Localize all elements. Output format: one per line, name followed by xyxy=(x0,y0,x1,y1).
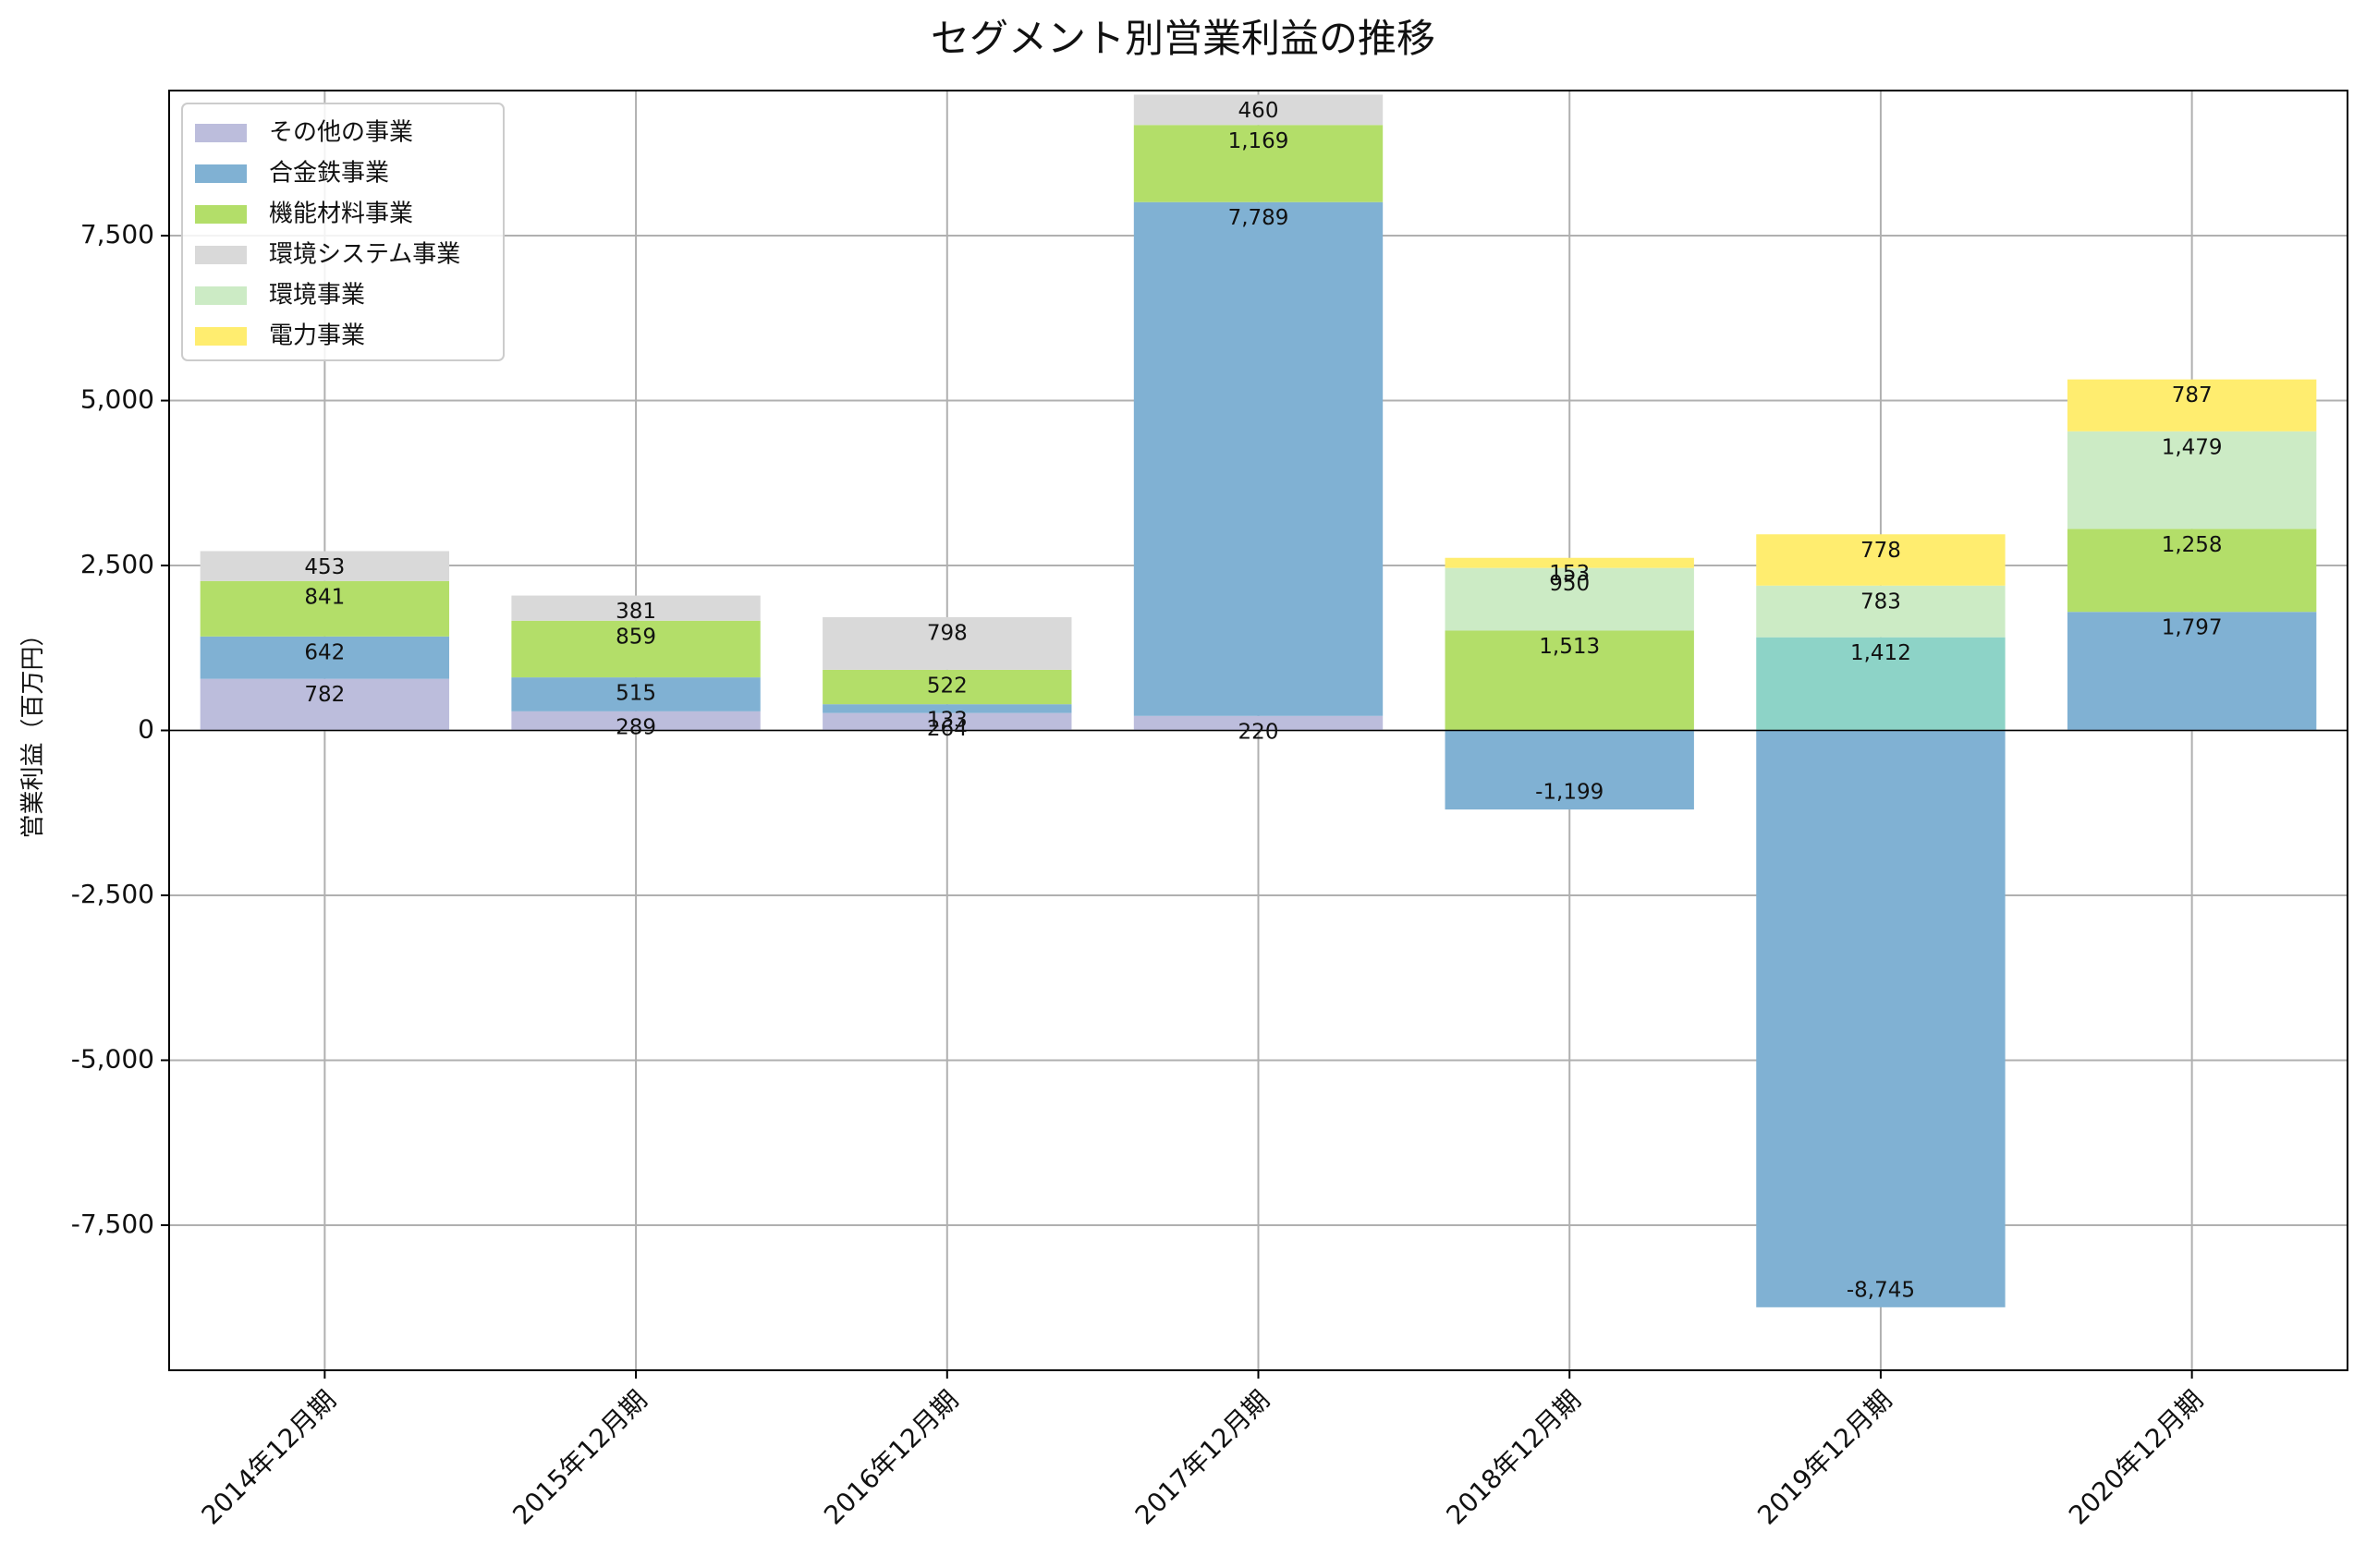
y-tick-label: 2,500 xyxy=(80,549,154,579)
legend-swatch xyxy=(195,327,247,346)
bar-segment xyxy=(1445,567,1694,631)
legend-label: その他の事業 xyxy=(269,119,413,147)
x-axis: 2014年12月期 2015年12月期 2016年12月期 2017年12月期 2018… xyxy=(196,1370,2209,1531)
bar-segment xyxy=(823,616,1072,670)
legend-swatch xyxy=(195,164,247,183)
bar-segment xyxy=(823,669,1072,705)
legend-box xyxy=(181,103,505,361)
data-label: 1,169 xyxy=(1228,129,1289,153)
data-label: 787 xyxy=(2172,383,2213,407)
bar-segment xyxy=(1445,730,1694,810)
x-tick-label: 2018年12月期 xyxy=(1441,1384,1587,1530)
chart-title: セグメント別営業利益の推移 xyxy=(930,16,1435,61)
data-label: 264 xyxy=(927,717,968,741)
data-label: 289 xyxy=(616,715,656,739)
bar-segment xyxy=(200,636,450,679)
bar-segment xyxy=(200,580,450,637)
bar-segment xyxy=(1445,630,1694,731)
data-label: 778 xyxy=(1860,539,1901,563)
bar-segment xyxy=(823,704,1072,713)
data-label: 220 xyxy=(1238,720,1279,744)
bar-segment xyxy=(200,551,450,581)
data-label: 841 xyxy=(304,585,345,609)
data-label: 522 xyxy=(927,674,968,698)
bar-segment xyxy=(1445,557,1694,568)
data-label: 1,513 xyxy=(1539,635,1600,659)
data-label: 1,412 xyxy=(1850,641,1911,665)
bar-segment xyxy=(511,711,761,731)
y-tick-label: 7,500 xyxy=(80,219,154,249)
x-tick-label: 2015年12月期 xyxy=(506,1384,652,1530)
legend-label: 電力事業 xyxy=(269,322,365,350)
data-label: 515 xyxy=(616,682,656,706)
x-tick-label: 2017年12月期 xyxy=(1129,1384,1275,1530)
legend-label: 機能材料事業 xyxy=(269,201,413,228)
legend-label: 合金鉄事業 xyxy=(269,160,389,188)
bar-segment xyxy=(1756,730,2006,1307)
data-label: 1,479 xyxy=(2162,435,2223,459)
bar-segment xyxy=(2067,379,2317,432)
legend-label: 環境システム事業 xyxy=(269,241,460,269)
data-label: 381 xyxy=(616,600,656,624)
data-label: 950 xyxy=(1549,572,1590,596)
data-label: -1,199 xyxy=(1535,781,1604,805)
bar-segment xyxy=(1756,585,2006,638)
x-tick-label: 2019年12月期 xyxy=(1751,1384,1897,1530)
y-tick-label: -2,500 xyxy=(71,879,154,909)
data-label: 798 xyxy=(927,621,968,645)
bar-segment xyxy=(1133,715,1384,731)
y-tick-label: 5,000 xyxy=(80,384,154,415)
y-tick-label: -7,500 xyxy=(71,1209,154,1239)
data-labels: 782 289 264 220 642 515 133 7,789 -1,199 -8,745 1,… xyxy=(304,99,2222,1302)
data-label: 133 xyxy=(927,709,968,733)
bar-segment xyxy=(823,712,1072,731)
bar-segment xyxy=(511,677,761,711)
bar-segment xyxy=(200,678,450,731)
bar-segment xyxy=(1133,94,1384,126)
data-label: 7,789 xyxy=(1228,206,1289,230)
data-label: 642 xyxy=(304,640,345,664)
legend-swatch xyxy=(195,286,247,305)
data-label: 453 xyxy=(304,555,345,579)
bar-segment xyxy=(2067,612,2317,731)
legend-swatch xyxy=(195,205,247,224)
legend-label: 環境事業 xyxy=(269,282,365,310)
data-label: 153 xyxy=(1549,562,1590,586)
y-tick-label: 0 xyxy=(138,714,154,745)
bar-segment xyxy=(1756,534,2006,586)
data-label: 460 xyxy=(1238,99,1279,123)
bar-segment xyxy=(1133,125,1384,202)
x-tick-label: 2020年12月期 xyxy=(2063,1384,2209,1530)
y-axis-label: 営業利益（百万円） xyxy=(19,622,47,838)
legend-swatch xyxy=(195,246,247,264)
bar-segment xyxy=(1756,637,2006,731)
bar-segment xyxy=(1133,201,1384,716)
data-label: -8,745 xyxy=(1847,1278,1915,1302)
data-label: 782 xyxy=(304,683,345,707)
bar-segment xyxy=(511,620,761,678)
bar-segment xyxy=(2067,529,2317,613)
x-tick-label: 2014年12月期 xyxy=(196,1384,342,1530)
data-label: 1,258 xyxy=(2162,533,2223,557)
y-axis: -7,500 -5,000 -2,500 0 2,500 5,000 7,500 xyxy=(71,219,169,1239)
data-label: 859 xyxy=(616,625,656,649)
x-tick-label: 2016年12月期 xyxy=(818,1384,964,1530)
bars xyxy=(200,94,2317,1307)
legend-swatch xyxy=(195,124,247,142)
y-tick-label: -5,000 xyxy=(71,1043,154,1074)
bar-segment xyxy=(2067,431,2317,529)
data-label: 1,797 xyxy=(2162,616,2223,640)
data-label: 783 xyxy=(1860,590,1901,614)
bar-segment xyxy=(511,595,761,621)
